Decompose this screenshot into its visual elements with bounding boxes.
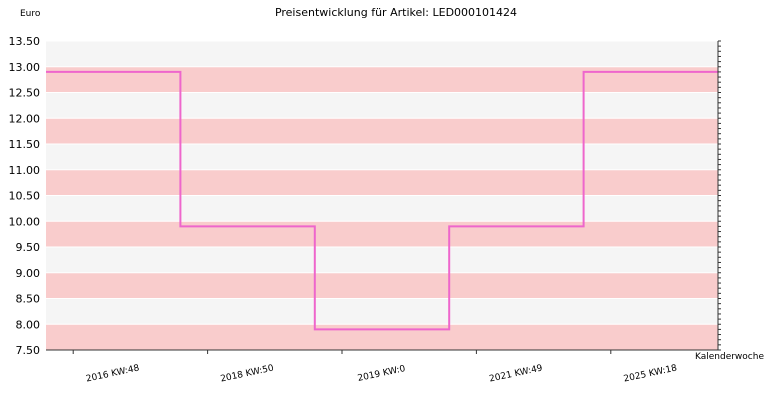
grid-band [46,247,718,273]
chart-title: Preisentwicklung für Artikel: LED0001014… [275,6,517,19]
x-axis-label: Kalenderwoche [695,352,764,362]
x-tick-label: 2021 KW:49 [488,363,543,384]
grid-band [46,324,718,350]
y-axis-label: Euro [20,9,41,19]
x-tick-label: 2016 KW:48 [85,363,140,384]
x-tick-label: 2018 KW:50 [220,363,275,384]
grid-band [46,170,718,196]
y-tick-label: 12.50 [9,87,41,100]
grid-band [46,67,718,93]
grid-band [46,196,718,222]
x-tick-label: 2019 KW:0 [357,364,407,384]
y-tick-label: 11.00 [9,164,41,177]
y-tick-label: 8.00 [16,318,41,331]
y-tick-label: 10.00 [9,215,41,228]
y-tick-label: 9.50 [16,241,41,254]
grid-band [46,299,718,325]
grid-band [46,273,718,299]
x-axis-ticks: 2016 KW:48 2018 KW:50 2019 KW:0 2021 KW:49 2… [73,350,678,385]
y-tick-label: 12.00 [9,112,41,125]
grid-band [46,144,718,170]
y-tick-label: 8.50 [16,293,41,306]
grid-band [46,221,718,247]
y-tick-label: 9.00 [16,267,41,280]
grid-band [46,118,718,144]
x-tick-label: 2025 KW:18 [623,363,678,384]
y-tick-label: 7.50 [16,344,41,357]
y-tick-label: 13.00 [9,61,41,74]
y-tick-label: 13.50 [9,35,41,48]
y-tick-label: 10.50 [9,190,41,203]
grid-band [46,41,718,67]
grid-band [46,93,718,119]
y-tick-label: 11.50 [9,138,41,151]
